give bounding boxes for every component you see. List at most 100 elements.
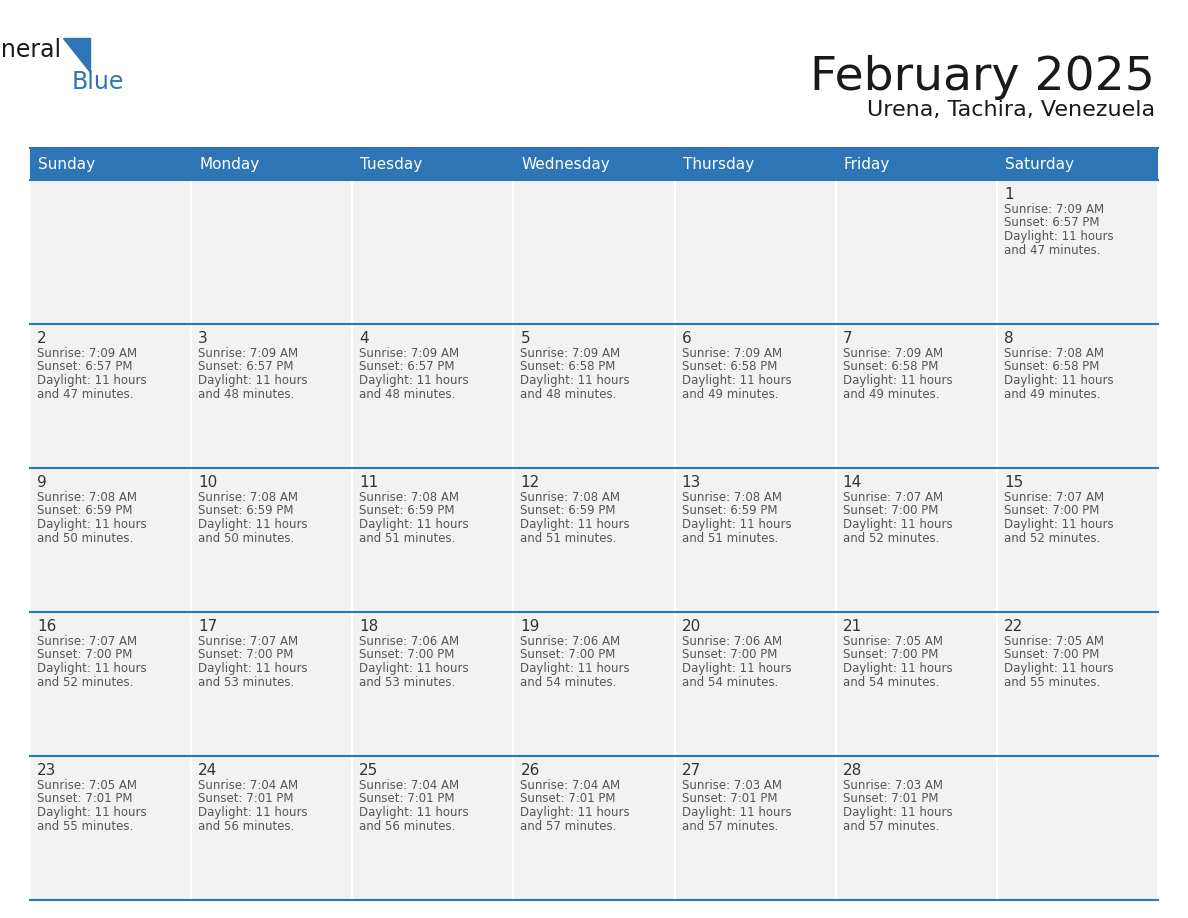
Text: Thursday: Thursday xyxy=(683,156,753,172)
Text: Daylight: 11 hours: Daylight: 11 hours xyxy=(520,806,630,819)
Text: Sunset: 7:01 PM: Sunset: 7:01 PM xyxy=(842,792,939,805)
Bar xyxy=(513,180,675,324)
Text: Daylight: 11 hours: Daylight: 11 hours xyxy=(198,662,308,675)
Text: February 2025: February 2025 xyxy=(810,55,1155,100)
Bar xyxy=(675,756,835,900)
Text: 6: 6 xyxy=(682,331,691,346)
Text: Sunrise: 7:04 AM: Sunrise: 7:04 AM xyxy=(359,779,460,792)
Text: Sunrise: 7:07 AM: Sunrise: 7:07 AM xyxy=(1004,491,1104,504)
Text: 4: 4 xyxy=(359,331,369,346)
Text: Sunrise: 7:06 AM: Sunrise: 7:06 AM xyxy=(682,635,782,648)
Text: Sunrise: 7:08 AM: Sunrise: 7:08 AM xyxy=(682,491,782,504)
Text: and 50 minutes.: and 50 minutes. xyxy=(198,532,295,544)
Text: 14: 14 xyxy=(842,475,862,490)
Text: Sunrise: 7:09 AM: Sunrise: 7:09 AM xyxy=(682,347,782,360)
Text: Sunday: Sunday xyxy=(38,156,95,172)
Bar xyxy=(997,180,1158,324)
Text: 23: 23 xyxy=(37,763,56,778)
Text: 22: 22 xyxy=(1004,619,1023,634)
Text: 7: 7 xyxy=(842,331,852,346)
Bar xyxy=(30,324,191,468)
Bar xyxy=(30,148,191,180)
Bar xyxy=(675,612,835,756)
Bar xyxy=(997,324,1158,468)
Text: Daylight: 11 hours: Daylight: 11 hours xyxy=(520,374,630,387)
Text: Sunset: 6:58 PM: Sunset: 6:58 PM xyxy=(520,361,615,374)
Bar xyxy=(835,756,997,900)
Text: Sunset: 7:00 PM: Sunset: 7:00 PM xyxy=(520,648,615,662)
Text: Daylight: 11 hours: Daylight: 11 hours xyxy=(359,518,469,531)
Text: Sunset: 6:59 PM: Sunset: 6:59 PM xyxy=(682,505,777,518)
Bar xyxy=(30,756,191,900)
Text: 17: 17 xyxy=(198,619,217,634)
Text: Friday: Friday xyxy=(843,156,890,172)
Text: and 53 minutes.: and 53 minutes. xyxy=(359,676,455,688)
Text: 1: 1 xyxy=(1004,187,1013,202)
Text: Sunrise: 7:05 AM: Sunrise: 7:05 AM xyxy=(1004,635,1104,648)
Text: 9: 9 xyxy=(37,475,46,490)
Text: 19: 19 xyxy=(520,619,539,634)
Text: Sunrise: 7:09 AM: Sunrise: 7:09 AM xyxy=(359,347,460,360)
Bar xyxy=(191,756,353,900)
Text: Daylight: 11 hours: Daylight: 11 hours xyxy=(1004,662,1113,675)
Text: 15: 15 xyxy=(1004,475,1023,490)
Text: Sunrise: 7:07 AM: Sunrise: 7:07 AM xyxy=(37,635,137,648)
Bar xyxy=(191,612,353,756)
Text: Sunrise: 7:08 AM: Sunrise: 7:08 AM xyxy=(359,491,460,504)
Text: Sunset: 7:00 PM: Sunset: 7:00 PM xyxy=(842,505,939,518)
Text: Daylight: 11 hours: Daylight: 11 hours xyxy=(682,518,791,531)
Text: Sunrise: 7:09 AM: Sunrise: 7:09 AM xyxy=(520,347,620,360)
Bar xyxy=(513,148,675,180)
Text: Daylight: 11 hours: Daylight: 11 hours xyxy=(842,374,953,387)
Text: Sunset: 6:59 PM: Sunset: 6:59 PM xyxy=(198,505,293,518)
Text: Daylight: 11 hours: Daylight: 11 hours xyxy=(1004,230,1113,243)
Text: and 57 minutes.: and 57 minutes. xyxy=(520,820,617,833)
Text: and 50 minutes.: and 50 minutes. xyxy=(37,532,133,544)
Text: 12: 12 xyxy=(520,475,539,490)
Text: and 49 minutes.: and 49 minutes. xyxy=(682,387,778,400)
Text: and 51 minutes.: and 51 minutes. xyxy=(359,532,456,544)
Text: Daylight: 11 hours: Daylight: 11 hours xyxy=(198,806,308,819)
Bar xyxy=(997,612,1158,756)
Text: Sunset: 6:58 PM: Sunset: 6:58 PM xyxy=(1004,361,1099,374)
Text: and 51 minutes.: and 51 minutes. xyxy=(682,532,778,544)
Bar xyxy=(191,468,353,612)
Text: and 57 minutes.: and 57 minutes. xyxy=(842,820,939,833)
Bar xyxy=(835,148,997,180)
Text: Sunset: 6:58 PM: Sunset: 6:58 PM xyxy=(842,361,939,374)
Text: and 52 minutes.: and 52 minutes. xyxy=(37,676,133,688)
Text: and 48 minutes.: and 48 minutes. xyxy=(520,387,617,400)
Text: and 52 minutes.: and 52 minutes. xyxy=(842,532,939,544)
Text: Sunset: 7:00 PM: Sunset: 7:00 PM xyxy=(198,648,293,662)
Text: Saturday: Saturday xyxy=(1005,156,1074,172)
Text: and 56 minutes.: and 56 minutes. xyxy=(198,820,295,833)
Text: Monday: Monday xyxy=(200,156,259,172)
Bar xyxy=(353,180,513,324)
Bar xyxy=(835,468,997,612)
Text: Sunrise: 7:04 AM: Sunrise: 7:04 AM xyxy=(520,779,620,792)
Text: and 47 minutes.: and 47 minutes. xyxy=(37,387,133,400)
Text: Sunrise: 7:08 AM: Sunrise: 7:08 AM xyxy=(1004,347,1104,360)
Bar xyxy=(675,148,835,180)
Text: Daylight: 11 hours: Daylight: 11 hours xyxy=(682,806,791,819)
Bar xyxy=(513,612,675,756)
Text: Blue: Blue xyxy=(72,70,125,94)
Text: 10: 10 xyxy=(198,475,217,490)
Text: Sunrise: 7:08 AM: Sunrise: 7:08 AM xyxy=(198,491,298,504)
Text: Sunrise: 7:04 AM: Sunrise: 7:04 AM xyxy=(198,779,298,792)
Text: Sunset: 6:57 PM: Sunset: 6:57 PM xyxy=(37,361,133,374)
Text: 21: 21 xyxy=(842,619,862,634)
Bar xyxy=(675,468,835,612)
Text: and 49 minutes.: and 49 minutes. xyxy=(1004,387,1100,400)
Text: and 55 minutes.: and 55 minutes. xyxy=(37,820,133,833)
Bar xyxy=(353,756,513,900)
Bar xyxy=(997,756,1158,900)
Text: Sunset: 7:00 PM: Sunset: 7:00 PM xyxy=(37,648,132,662)
Bar xyxy=(513,468,675,612)
Text: Sunset: 7:00 PM: Sunset: 7:00 PM xyxy=(682,648,777,662)
Text: Sunset: 6:57 PM: Sunset: 6:57 PM xyxy=(198,361,293,374)
Text: Sunset: 7:00 PM: Sunset: 7:00 PM xyxy=(1004,505,1099,518)
Text: Daylight: 11 hours: Daylight: 11 hours xyxy=(520,662,630,675)
Bar xyxy=(353,324,513,468)
Text: 18: 18 xyxy=(359,619,379,634)
